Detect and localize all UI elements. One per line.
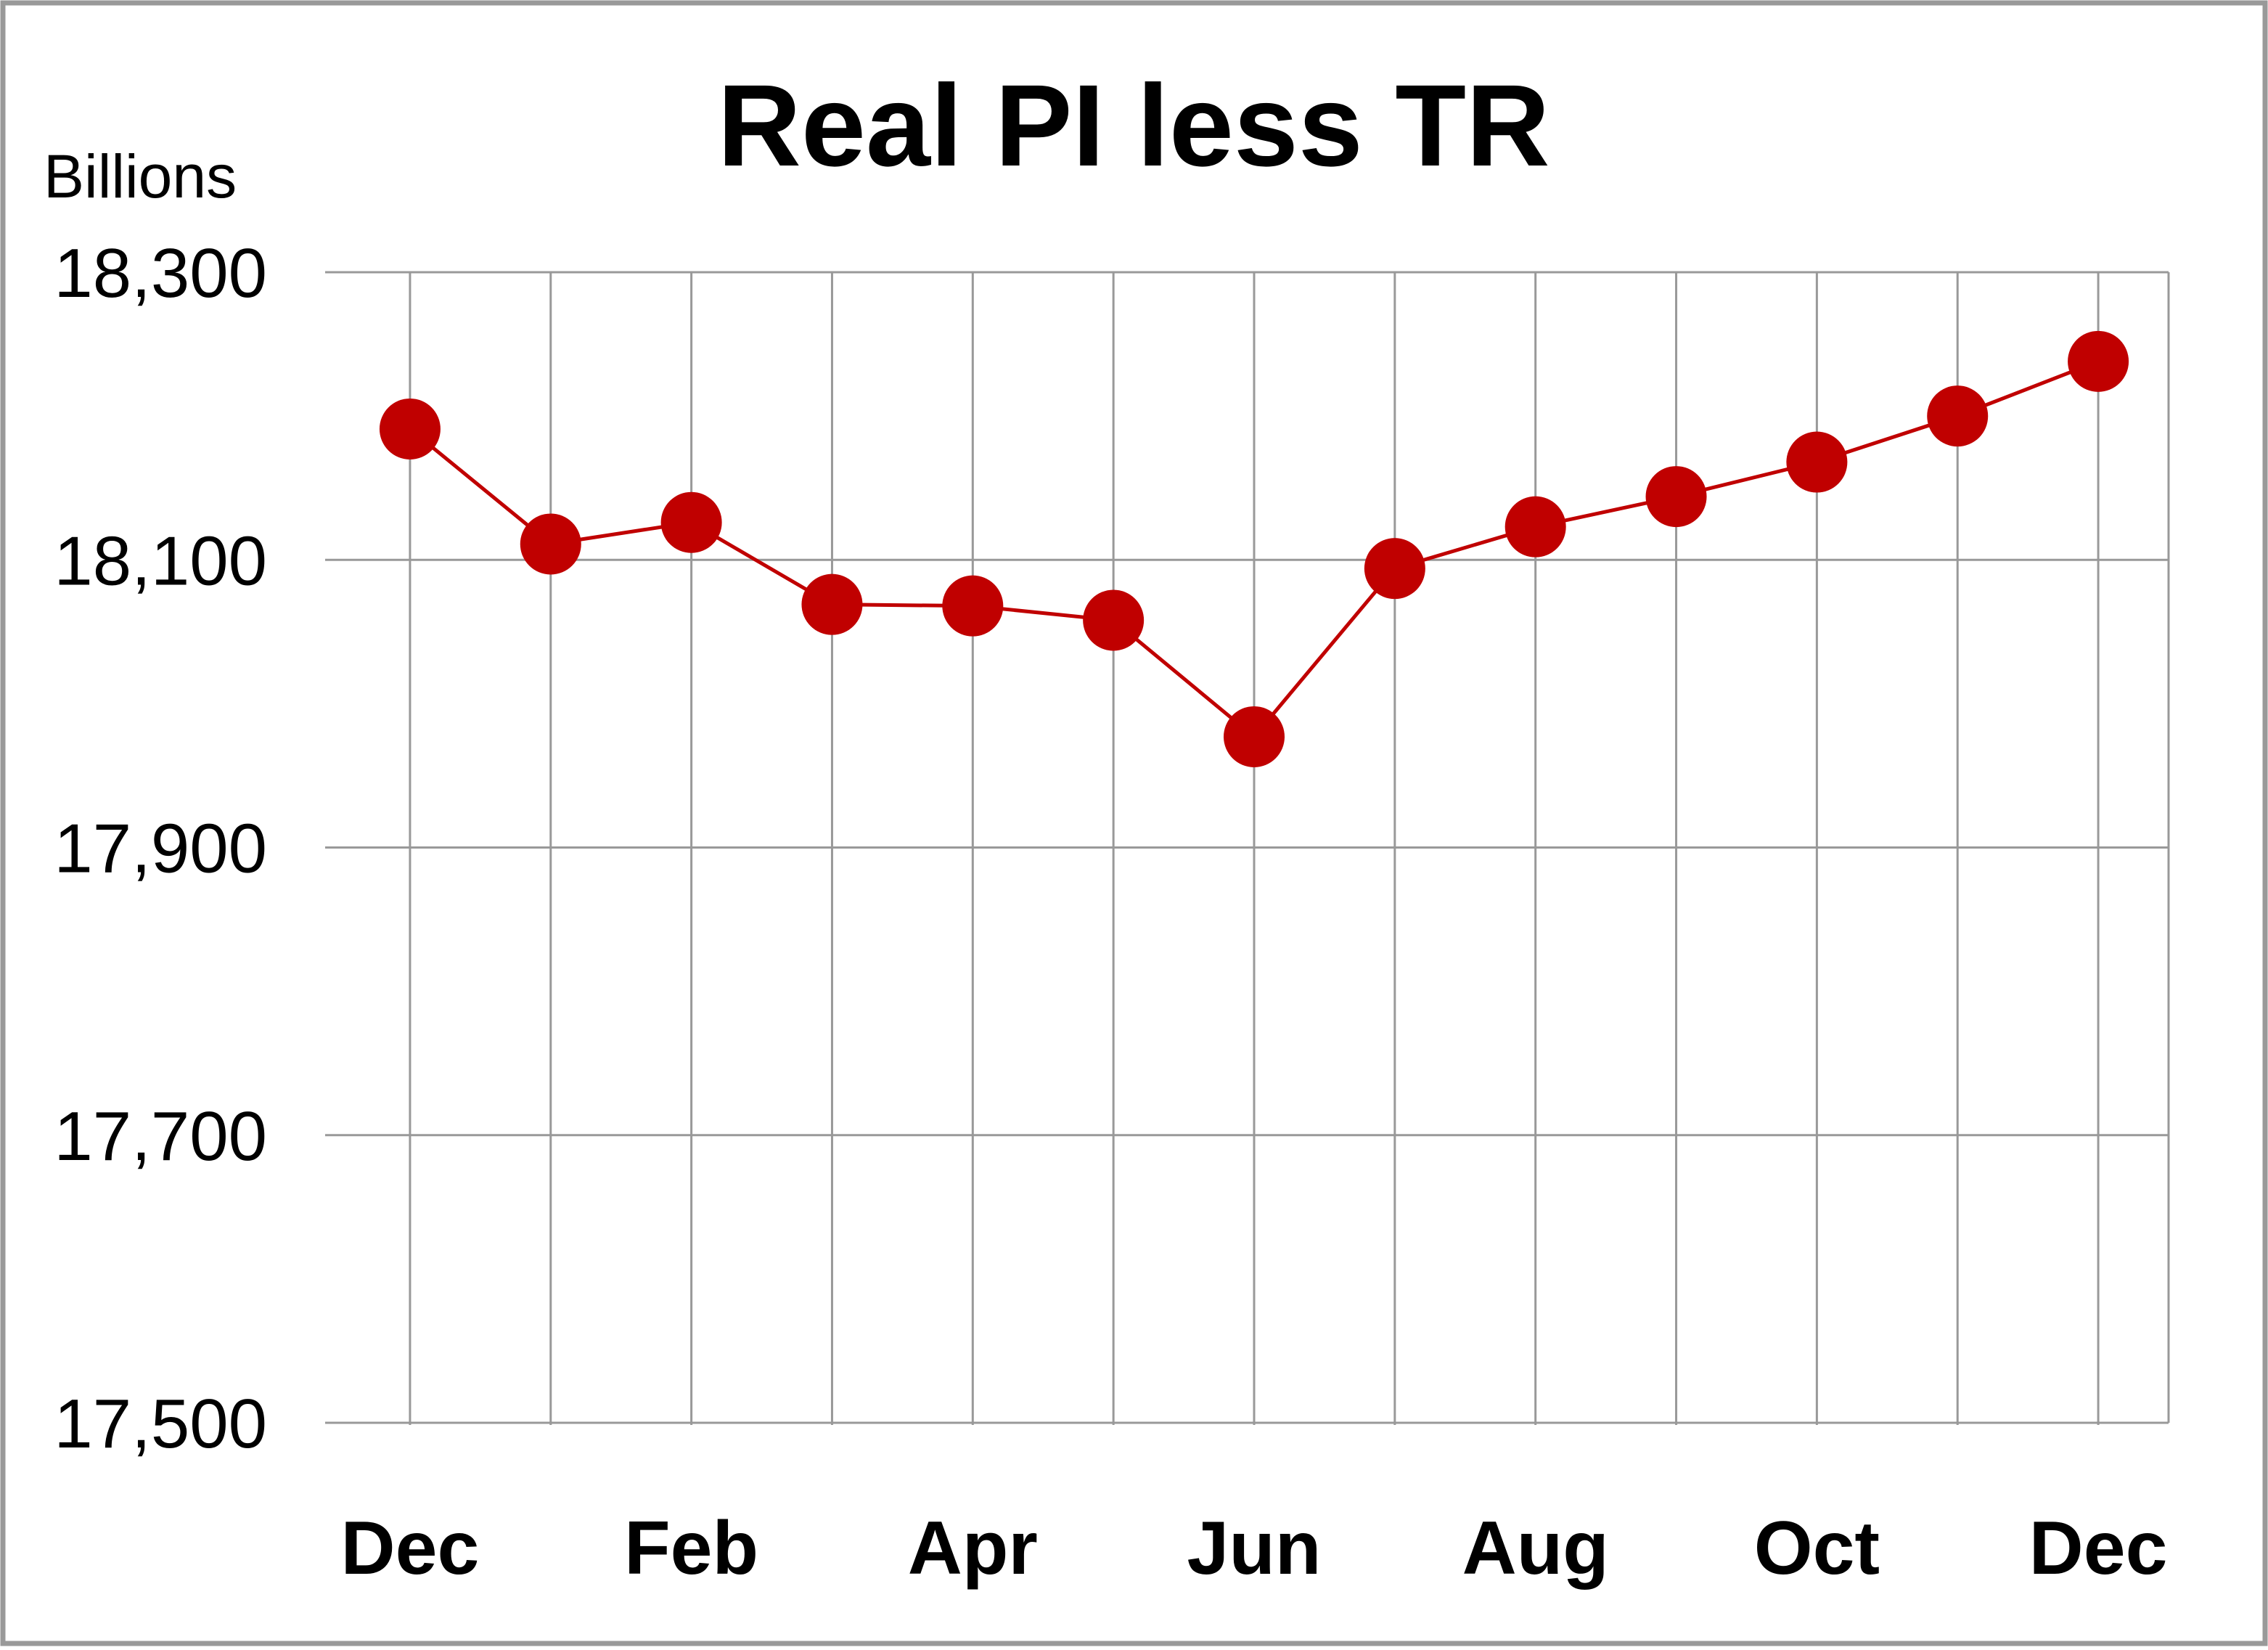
y-tick-label: 17,900 <box>54 810 267 888</box>
x-tick-label: Dec <box>2029 1506 2168 1590</box>
data-point <box>942 575 1004 637</box>
data-point <box>520 513 581 575</box>
y-tick-label: 18,300 <box>54 234 267 312</box>
x-tick-label: Oct <box>1754 1506 1880 1590</box>
y-tick-label: 18,100 <box>54 522 267 600</box>
data-point <box>1364 538 1425 600</box>
data-point <box>1927 385 1989 447</box>
data-point <box>2068 330 2129 392</box>
gridlines <box>325 271 2170 1425</box>
x-tick-label: Dec <box>341 1506 480 1590</box>
x-tick-label: Aug <box>1462 1506 1609 1590</box>
data-point <box>660 491 722 553</box>
y-unit-label: Billions <box>44 142 237 211</box>
data-point <box>1224 706 1285 767</box>
data-point <box>1786 431 1848 493</box>
chart-title: Real PI less TR <box>717 60 1549 190</box>
data-point <box>379 398 441 460</box>
y-tick-label: 17,700 <box>54 1098 267 1175</box>
data-point <box>1645 466 1707 528</box>
data-point <box>801 573 863 635</box>
x-tick-label: Jun <box>1187 1506 1322 1590</box>
x-axis-ticks: Dec Feb Apr Jun Aug Oct Dec <box>341 1506 2168 1590</box>
data-point <box>1083 589 1145 651</box>
data-point <box>1505 496 1566 558</box>
x-tick-label: Feb <box>624 1506 758 1590</box>
y-tick-label: 17,500 <box>54 1385 267 1463</box>
y-axis-ticks: 17,500 17,700 17,900 18,100 18,300 <box>54 234 267 1463</box>
x-tick-label: Apr <box>908 1506 1038 1590</box>
series-layer <box>379 330 2129 767</box>
